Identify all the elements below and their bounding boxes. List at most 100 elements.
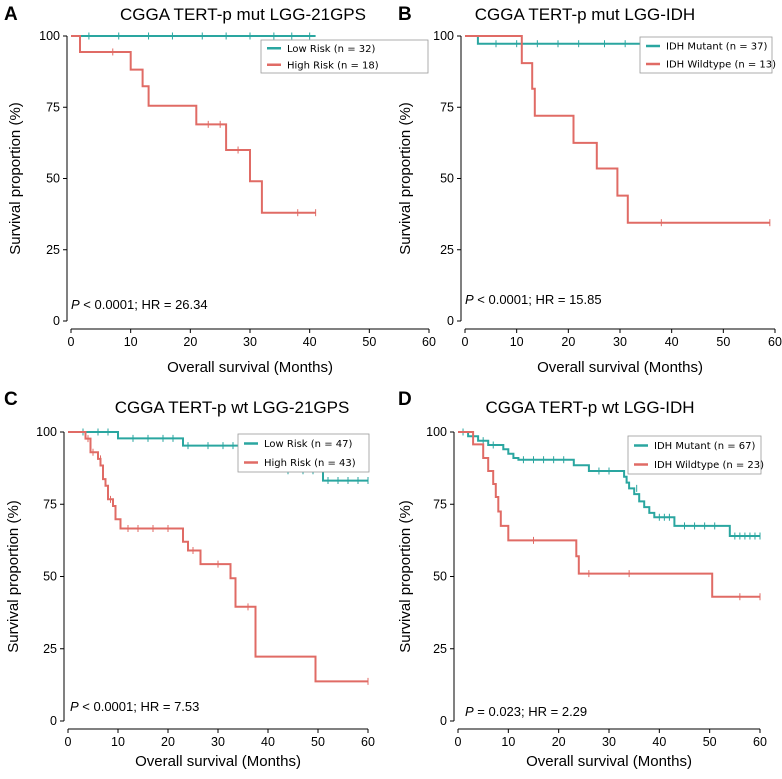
legend-box xyxy=(237,433,370,473)
y-tick-label: 75 xyxy=(433,497,447,511)
legend: IDH Mutant (n = 37) IDH Wildtype (n = 13) xyxy=(639,36,776,74)
p-symbol: P xyxy=(70,699,79,714)
panel-d: D CGGA TERT-p wt LGG-IDH 0 25 50 75 100 0 10 20 30… xyxy=(397,389,767,770)
stats-annotation: P = 0.023; HR = 2.29 xyxy=(465,704,587,719)
y-tick-label: 0 xyxy=(50,714,57,728)
y-tick-label: 75 xyxy=(43,497,57,511)
x-tick-label: 40 xyxy=(261,735,275,749)
y-tick-label: 50 xyxy=(440,172,454,186)
stats-text: < 0.0001; HR = 15.85 xyxy=(474,292,602,307)
x-axis-title: Overall survival (Months) xyxy=(135,753,301,770)
legend-label: High Risk (n = 18) xyxy=(287,60,379,71)
x-tick-label: 20 xyxy=(552,735,566,749)
legend: IDH Mutant (n = 67) IDH Wildtype (n = 23) xyxy=(627,435,764,475)
panel-letter: D xyxy=(398,389,412,410)
stats-text: < 0.0001; HR = 7.53 xyxy=(79,699,200,714)
panel-letter: B xyxy=(398,4,412,25)
x-tick-label: 30 xyxy=(602,735,616,749)
legend-label: High Risk (n = 43) xyxy=(264,458,356,469)
panel-title: CGGA TERT-p mut LGG-21GPS xyxy=(120,5,366,24)
x-tick-label: 20 xyxy=(561,335,575,349)
y-tick-label: 100 xyxy=(426,425,447,439)
x-tick-label: 40 xyxy=(303,335,317,349)
legend-label: IDH Mutant (n = 67) xyxy=(654,441,756,452)
y-tick-label: 50 xyxy=(43,570,57,584)
legend-box xyxy=(627,435,762,475)
panel-letter: C xyxy=(4,389,18,410)
y-tick-label: 50 xyxy=(46,172,60,186)
p-symbol: P xyxy=(465,704,474,719)
km-curve-group2 xyxy=(68,431,368,683)
x-tick-label: 40 xyxy=(665,335,679,349)
x-axis-title: Overall survival (Months) xyxy=(537,359,703,376)
legend: Low Risk (n = 32) High Risk (n = 18) xyxy=(260,39,429,74)
p-symbol: P xyxy=(71,297,80,312)
x-tick-label: 50 xyxy=(362,335,376,349)
panel-title: CGGA TERT-p mut LGG-IDH xyxy=(475,5,695,24)
legend-label: IDH Mutant (n = 37) xyxy=(666,42,768,53)
x-tick-label: 0 xyxy=(65,735,72,749)
x-tick-label: 10 xyxy=(111,735,125,749)
km-curve-group2 xyxy=(458,431,760,598)
legend-label: IDH Wildtype (n = 23) xyxy=(654,460,764,471)
x-tick-label: 10 xyxy=(510,335,524,349)
panel-letter: A xyxy=(4,4,18,25)
y-axis-title: Survival proportion (%) xyxy=(397,102,414,255)
legend: Low Risk (n = 47) High Risk (n = 43) xyxy=(237,433,370,473)
x-tick-label: 60 xyxy=(422,335,436,349)
y-tick-label: 0 xyxy=(447,314,454,328)
y-tick-label: 75 xyxy=(440,100,454,114)
y-tick-label: 0 xyxy=(440,714,447,728)
x-tick-label: 10 xyxy=(501,735,515,749)
panel-title: CGGA TERT-p wt LGG-IDH xyxy=(485,398,694,417)
x-tick-label: 0 xyxy=(68,335,75,349)
legend-box xyxy=(639,36,773,74)
x-tick-label: 50 xyxy=(703,735,717,749)
stats-annotation: P < 0.0001; HR = 7.53 xyxy=(70,699,199,714)
y-tick-label: 75 xyxy=(46,100,60,114)
x-tick-label: 0 xyxy=(455,735,462,749)
x-axis-title: Overall survival (Months) xyxy=(526,753,692,770)
y-tick-label: 0 xyxy=(53,314,60,328)
panel-title: CGGA TERT-p wt LGG-21GPS xyxy=(115,398,350,417)
stats-text: < 0.0001; HR = 26.34 xyxy=(80,297,208,312)
y-tick-label: 50 xyxy=(433,570,447,584)
y-axis-title: Survival proportion (%) xyxy=(397,500,414,653)
panel-a: A CGGA TERT-p mut LGG-21GPS 0 25 50 75 100 0 10 2… xyxy=(4,4,436,376)
legend-label: Low Risk (n = 47) xyxy=(264,439,352,450)
x-tick-label: 60 xyxy=(361,735,375,749)
y-tick-label: 25 xyxy=(46,243,60,257)
x-tick-label: 20 xyxy=(161,735,175,749)
y-tick-label: 100 xyxy=(36,425,57,439)
x-axis-title: Overall survival (Months) xyxy=(167,359,333,376)
p-symbol: P xyxy=(465,292,474,307)
x-tick-label: 20 xyxy=(183,335,197,349)
x-tick-label: 40 xyxy=(652,735,666,749)
y-tick-label: 25 xyxy=(440,243,454,257)
km-curve-group2 xyxy=(71,35,316,214)
stats-annotation: P < 0.0001; HR = 26.34 xyxy=(71,297,208,312)
x-tick-label: 30 xyxy=(243,335,257,349)
x-tick-label: 60 xyxy=(753,735,767,749)
stats-text: = 0.023; HR = 2.29 xyxy=(474,704,587,719)
y-axis-title: Survival proportion (%) xyxy=(7,102,24,255)
y-tick-label: 100 xyxy=(39,29,60,43)
km-curve-group2 xyxy=(465,35,770,224)
y-axis-title: Survival proportion (%) xyxy=(5,500,22,653)
x-tick-label: 30 xyxy=(211,735,225,749)
x-tick-label: 0 xyxy=(462,335,469,349)
x-tick-label: 30 xyxy=(613,335,627,349)
y-tick-label: 25 xyxy=(433,642,447,656)
stats-annotation: P < 0.0001; HR = 15.85 xyxy=(465,292,602,307)
panel-c: C CGGA TERT-p wt LGG-21GPS 0 25 50 75 100 0 10 20… xyxy=(4,389,375,770)
y-tick-label: 25 xyxy=(43,642,57,656)
x-tick-label: 50 xyxy=(311,735,325,749)
km-curve-group1 xyxy=(458,431,760,537)
x-tick-label: 60 xyxy=(768,335,782,349)
legend-label: IDH Wildtype (n = 13) xyxy=(666,60,776,71)
panel-b: B CGGA TERT-p mut LGG-IDH 0 25 50 75 100 0 10 20 3… xyxy=(397,4,782,376)
x-tick-label: 50 xyxy=(716,335,730,349)
legend-box xyxy=(260,39,429,74)
y-tick-label: 100 xyxy=(433,29,454,43)
